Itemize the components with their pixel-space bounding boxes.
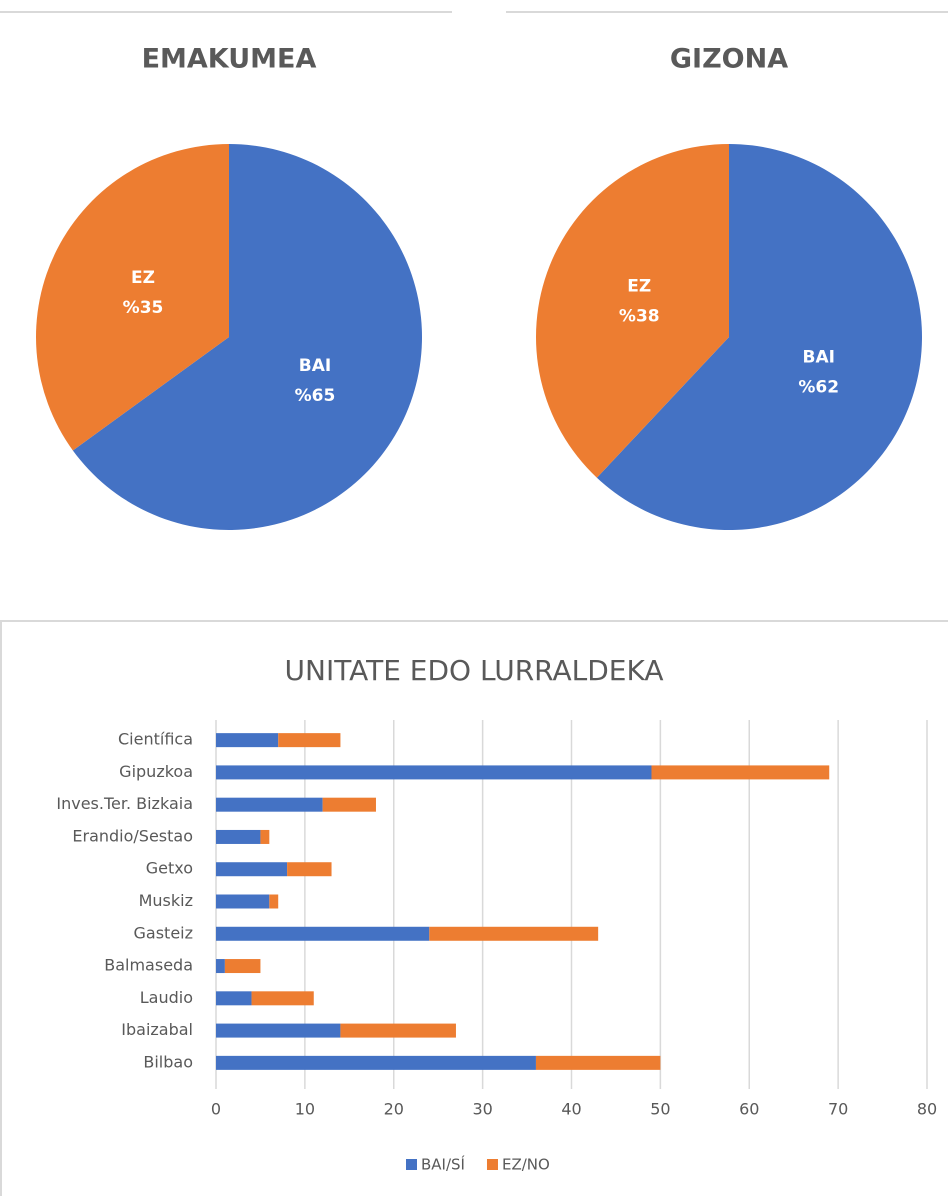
y-tick-label: Gipuzkoa: [119, 762, 193, 781]
y-tick-label: Erandio/Sestao: [72, 826, 193, 845]
pie-slice: [72, 144, 423, 531]
x-tick-label: 10: [295, 1100, 315, 1119]
bar-segment: [216, 926, 430, 941]
bar-segment: [216, 862, 288, 877]
legend-swatch: [406, 1159, 417, 1170]
bar-segment: [216, 991, 252, 1006]
pie-slice: [596, 144, 922, 530]
bar-segment: [216, 1055, 536, 1070]
bar-segment: [287, 862, 332, 877]
x-tick-label: 70: [828, 1100, 848, 1119]
slice-category-label: EZ: [131, 268, 155, 288]
bar-segment: [269, 894, 279, 909]
pie-slice: [536, 144, 729, 478]
pie-slice: [36, 144, 230, 451]
y-tick-label: Ibaizabal: [121, 1020, 193, 1039]
bar-segment: [322, 797, 376, 812]
x-tick-label: 80: [917, 1100, 937, 1119]
bar-segment: [216, 733, 279, 748]
bar-segment: [216, 959, 225, 974]
x-tick-label: 40: [561, 1100, 581, 1119]
x-tick-label: 50: [650, 1100, 670, 1119]
x-tick-label: 0: [211, 1100, 221, 1119]
y-tick-label: Muskiz: [139, 891, 193, 910]
y-tick-label: Gasteiz: [134, 923, 194, 942]
bar-segment: [216, 1023, 341, 1038]
chart-title: UNITATE EDO LURRALDEKA: [285, 654, 664, 687]
bar-segment: [216, 894, 270, 909]
y-tick-label: Inves.Ter. Bizkaia: [56, 794, 193, 813]
bar-segment: [340, 1023, 456, 1038]
panel-border: [0, 620, 948, 1196]
bar-segment: [651, 765, 830, 780]
slice-category-label: BAI: [299, 356, 331, 376]
chart-title: EMAKUMEA: [142, 44, 317, 75]
legend-swatch: [486, 1159, 498, 1170]
bar-segment: [216, 765, 652, 780]
chart-title: GIZONA: [670, 44, 788, 75]
bar-segment: [216, 797, 323, 812]
slice-value-label: %62: [798, 378, 839, 398]
bar-segment: [260, 829, 270, 844]
slice-value-label: %35: [123, 298, 164, 318]
y-tick-label: Laudio: [140, 988, 193, 1007]
y-tick-label: Bilbao: [143, 1052, 193, 1071]
bar-segment: [535, 1055, 661, 1070]
bar-segment: [429, 926, 599, 941]
bar-segment: [224, 959, 261, 974]
slice-value-label: %38: [619, 306, 660, 326]
slice-value-label: %65: [295, 386, 336, 406]
x-tick-label: 60: [739, 1100, 759, 1119]
y-tick-label: Getxo: [146, 859, 193, 878]
x-tick-label: 30: [472, 1100, 492, 1119]
slice-category-label: EZ: [627, 276, 651, 296]
legend-label: BAI/SÍ: [421, 1155, 465, 1174]
y-tick-label: Balmaseda: [104, 956, 193, 975]
x-tick-label: 20: [384, 1100, 404, 1119]
y-tick-label: Científica: [118, 730, 193, 749]
bar-segment: [216, 829, 261, 844]
slice-category-label: BAI: [802, 348, 834, 368]
bar-segment: [278, 733, 341, 748]
legend-label: EZ/NO: [502, 1156, 550, 1174]
bar-segment: [251, 991, 314, 1006]
